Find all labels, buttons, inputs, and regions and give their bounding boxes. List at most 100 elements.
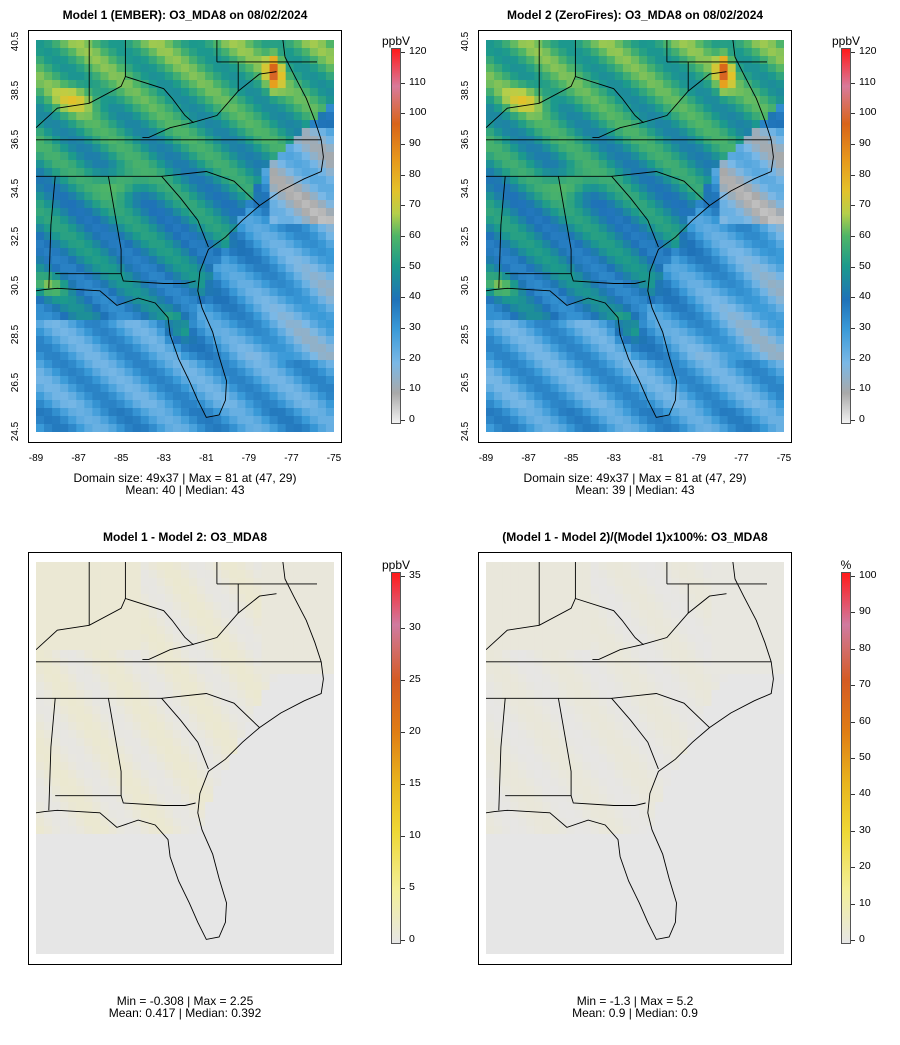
colorbar-label: 110 bbox=[409, 75, 426, 88]
colorbar-tick bbox=[401, 52, 405, 53]
state-border bbox=[611, 176, 659, 248]
colorbar-unit: ppbV bbox=[381, 34, 411, 48]
y-tick-label: 38.5 bbox=[10, 80, 22, 101]
colorbar-tick bbox=[851, 903, 855, 905]
map-svg bbox=[36, 562, 334, 954]
panel-diff: Model 1 - Model 2: O3_MDA8 ppbV 0 5 10 15 20 25… bbox=[0, 522, 450, 1044]
colorbar-label: 40 bbox=[859, 290, 871, 303]
state-border bbox=[107, 176, 122, 274]
x-tick-label: -79 bbox=[691, 453, 707, 464]
colorbar-label: 110 bbox=[859, 75, 876, 88]
state-border bbox=[592, 593, 727, 660]
panel-title: Model 2 (ZeroFires): O3_MDA8 on 08/02/20… bbox=[506, 8, 764, 22]
colorbar-tick bbox=[851, 82, 855, 84]
colorbar-label: 50 bbox=[859, 259, 871, 272]
colorbar-tick bbox=[401, 205, 405, 207]
colorbar bbox=[391, 572, 401, 944]
colorbar-tick bbox=[401, 940, 405, 941]
y-tick-label: 40.5 bbox=[10, 32, 22, 52]
stats-line-2: Mean: 0.9 | Median: 0.9 bbox=[572, 1006, 698, 1020]
y-tick-label: 28.5 bbox=[460, 324, 472, 344]
colorbar-unit: ppbV bbox=[831, 34, 861, 48]
colorbar-label: 40 bbox=[409, 290, 421, 303]
x-tick-label: -75 bbox=[776, 453, 792, 464]
colorbar-label: 90 bbox=[859, 605, 871, 618]
colorbar-label: 70 bbox=[409, 198, 421, 211]
state-border bbox=[36, 171, 260, 206]
colorbar bbox=[391, 48, 401, 424]
map-svg bbox=[486, 40, 784, 432]
colorbar-tick bbox=[401, 389, 405, 391]
colorbar-label: 120 bbox=[859, 45, 877, 57]
map-svg bbox=[486, 562, 784, 954]
colorbar-tick bbox=[851, 144, 855, 145]
y-tick-label: 32.5 bbox=[10, 226, 22, 247]
state-border bbox=[142, 71, 277, 138]
x-tick-label: -83 bbox=[606, 453, 621, 464]
colorbar-label: 60 bbox=[859, 229, 871, 241]
map-svg bbox=[36, 40, 334, 432]
colorbar-label: 80 bbox=[859, 167, 871, 180]
colorbar-label: 50 bbox=[409, 259, 421, 272]
colorbar-tick bbox=[401, 144, 405, 145]
y-tick-label: 26.5 bbox=[10, 373, 22, 393]
stats-line-2: Mean: 39 | Median: 43 bbox=[575, 483, 695, 497]
colorbar-label: 60 bbox=[859, 714, 871, 727]
colorbar-tick bbox=[851, 389, 855, 391]
colorbar-label: 40 bbox=[859, 787, 871, 800]
y-tick-label: 30.5 bbox=[460, 275, 472, 296]
stats-line-1: Domain size: 49x37 | Max = 81 at (47, 29… bbox=[73, 471, 297, 485]
x-tick-label: -81 bbox=[199, 453, 214, 464]
colorbar-label: 10 bbox=[409, 829, 421, 841]
state-border bbox=[55, 795, 196, 806]
state-border bbox=[486, 693, 710, 728]
colorbar-label: 10 bbox=[859, 382, 871, 395]
state-border bbox=[48, 698, 56, 811]
colorbar-label: 120 bbox=[409, 45, 427, 57]
colorbar-tick bbox=[401, 784, 405, 785]
state-border bbox=[557, 176, 572, 274]
colorbar-tick bbox=[401, 420, 405, 421]
colorbar-tick bbox=[851, 113, 855, 115]
colorbar-tick bbox=[851, 830, 855, 832]
colorbar-tick bbox=[401, 628, 405, 629]
colorbar-label: 30 bbox=[409, 321, 421, 333]
colorbar-label: 20 bbox=[409, 725, 421, 737]
map-field bbox=[486, 40, 784, 432]
stats-line-2: Mean: 0.417 | Median: 0.392 bbox=[108, 1006, 262, 1020]
colorbar-label: 100 bbox=[859, 106, 877, 119]
colorbar-label: 25 bbox=[409, 673, 421, 685]
colorbar-label: 90 bbox=[409, 137, 421, 149]
colorbar-unit: ppbV bbox=[381, 558, 411, 572]
state-border bbox=[486, 171, 710, 206]
colorbar-label: 70 bbox=[859, 678, 871, 691]
y-tick-label: 40.5 bbox=[460, 32, 472, 52]
state-border bbox=[498, 176, 506, 289]
x-tick-label: -89 bbox=[28, 453, 44, 464]
colorbar-tick bbox=[851, 266, 855, 268]
colorbar-tick bbox=[851, 685, 855, 687]
state-border bbox=[505, 273, 646, 284]
y-tick-label: 32.5 bbox=[460, 226, 472, 247]
colorbar-label: 0 bbox=[859, 413, 865, 425]
colorbar-label: 30 bbox=[859, 823, 871, 836]
state-border bbox=[611, 698, 659, 770]
colorbar-tick bbox=[851, 940, 855, 941]
colorbar-tick bbox=[851, 576, 855, 577]
colorbar-tick bbox=[401, 576, 405, 577]
x-tick-label: -83 bbox=[156, 453, 171, 464]
colorbar-tick bbox=[401, 266, 405, 268]
y-tick-label: 24.5 bbox=[460, 421, 472, 442]
x-tick-label: -89 bbox=[478, 453, 494, 464]
colorbar-label: 30 bbox=[859, 321, 871, 333]
panel-pct-diff: (Model 1 - Model 2)/(Model 1)x100%: O3_M… bbox=[450, 522, 900, 1044]
colorbar-label: 80 bbox=[859, 641, 871, 654]
colorbar-tick bbox=[851, 794, 855, 796]
colorbar-tick bbox=[401, 113, 405, 115]
map-field bbox=[486, 562, 784, 954]
colorbar-tick bbox=[401, 732, 405, 733]
colorbar-tick bbox=[401, 358, 405, 360]
colorbar-label: 10 bbox=[859, 896, 871, 909]
coastline bbox=[486, 40, 774, 418]
colorbar-tick bbox=[401, 680, 405, 681]
